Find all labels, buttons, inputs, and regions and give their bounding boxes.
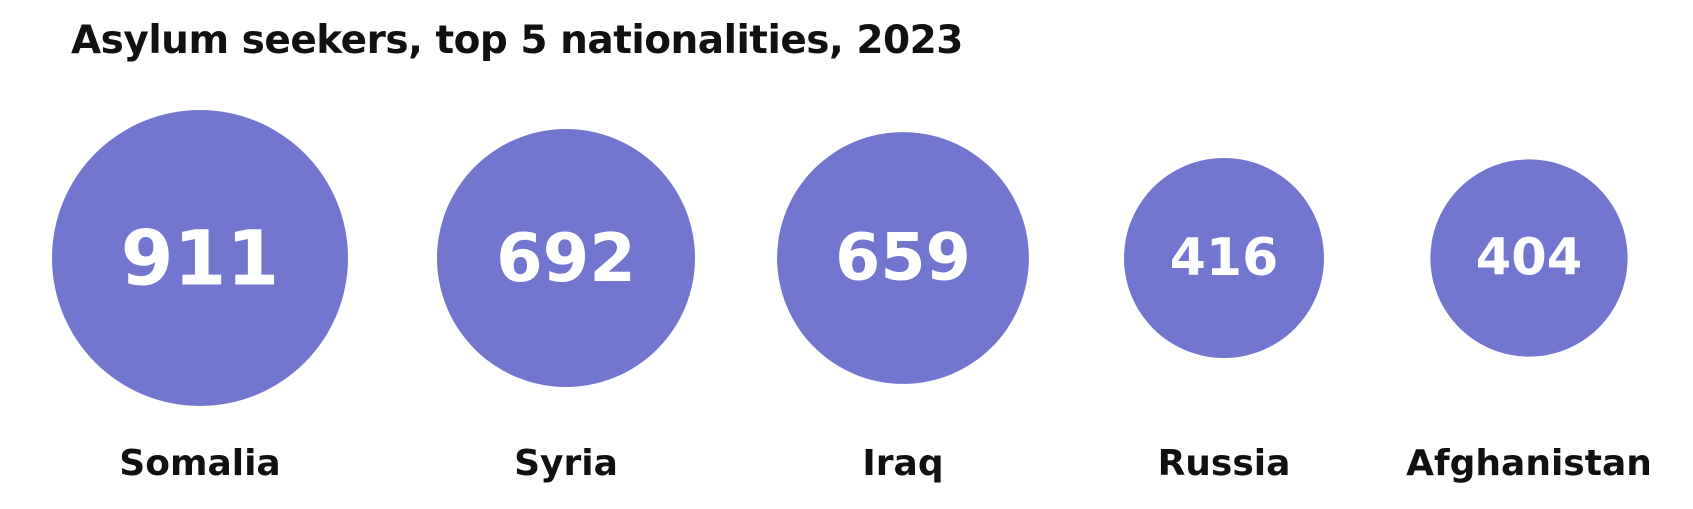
bubble-afghanistan — [1430, 159, 1628, 357]
value-label-somalia: 911 — [121, 214, 280, 303]
category-label-somalia: Somalia — [119, 443, 280, 484]
value-label-russia: 416 — [1170, 228, 1279, 288]
category-label-iraq: Iraq — [862, 443, 943, 484]
category-label-russia: Russia — [1158, 443, 1291, 484]
category-label-afghanistan: Afghanistan — [1406, 443, 1652, 484]
value-label-syria: 692 — [496, 219, 636, 297]
category-label-syria: Syria — [514, 443, 618, 484]
chart-title: Asylum seekers, top 5 nationalities, 202… — [71, 18, 963, 63]
value-label-afghanistan: 404 — [1476, 229, 1582, 288]
bubble-somalia — [52, 110, 348, 406]
bubble-iraq — [777, 132, 1029, 384]
bubble-syria — [437, 129, 695, 387]
bubble-russia — [1124, 158, 1324, 358]
value-label-iraq: 659 — [835, 221, 971, 296]
